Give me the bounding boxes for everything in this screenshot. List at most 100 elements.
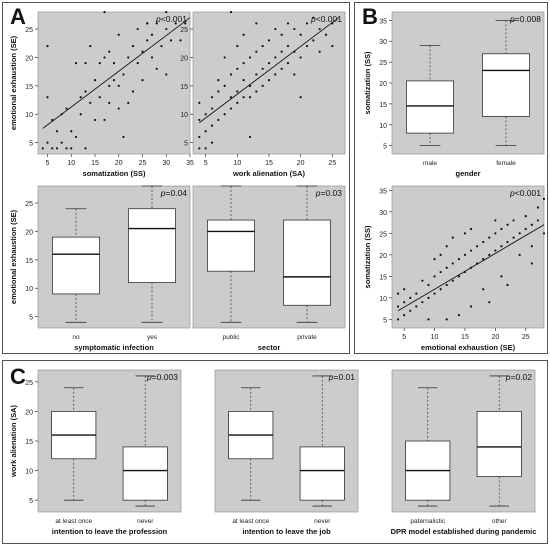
chart-6-y-tick-label: 20 bbox=[379, 253, 387, 260]
chart-2-point bbox=[318, 50, 321, 53]
chart-6-point bbox=[506, 223, 509, 226]
chart-6-y-tick-label: 25 bbox=[379, 231, 387, 238]
chart-2-point bbox=[299, 96, 302, 99]
chart-1-y-tick-label: 20 bbox=[25, 55, 33, 62]
chart-2-point bbox=[236, 67, 239, 70]
chart-7-box bbox=[122, 446, 168, 501]
chart-6-trend-line bbox=[397, 224, 545, 312]
chart-2-point bbox=[274, 56, 277, 59]
chart-2-point bbox=[198, 101, 201, 104]
chart-2-point bbox=[223, 84, 226, 87]
chart-5-y-tick-label: 30 bbox=[379, 39, 387, 46]
chart-7-y-tick-label: 25 bbox=[25, 380, 33, 387]
chart-7-y-tick-label: 10 bbox=[25, 469, 33, 476]
chart-7-category-label: never bbox=[137, 518, 154, 525]
chart-2-point bbox=[305, 22, 309, 25]
chart-2-point bbox=[267, 79, 271, 82]
chart-2-x-tick-label: 10 bbox=[233, 160, 241, 167]
chart-6-point bbox=[439, 253, 442, 256]
chart-2-point bbox=[312, 39, 315, 42]
chart-1-point bbox=[84, 62, 87, 65]
chart-6-plot-area bbox=[391, 185, 545, 329]
chart-8-category-label: never bbox=[314, 518, 331, 525]
chart-6-point bbox=[439, 288, 442, 291]
chart-1-point bbox=[127, 101, 130, 104]
chart-7-y-tick-label: 5 bbox=[29, 498, 33, 505]
chart-6-point bbox=[445, 318, 448, 321]
chart-1-point bbox=[103, 10, 106, 14]
chart-6-y-tick-label: 5 bbox=[383, 317, 387, 324]
chart-6-point bbox=[445, 245, 448, 248]
chart-5-x-axis-label: gender bbox=[455, 169, 480, 178]
chart-1-point bbox=[98, 62, 101, 65]
chart-1-point bbox=[150, 33, 154, 36]
chart-1-point bbox=[70, 147, 73, 150]
chart-6-point bbox=[542, 197, 546, 201]
chart-6-point bbox=[494, 219, 497, 222]
chart-5-y-tick-label: 10 bbox=[379, 123, 387, 130]
chart-1-point bbox=[108, 101, 111, 104]
chart-5-box bbox=[406, 80, 454, 134]
chart-6-point bbox=[530, 262, 533, 265]
chart-2-point bbox=[229, 73, 233, 76]
chart-6-point bbox=[500, 275, 503, 278]
chart-7-y-tick-label: 15 bbox=[25, 439, 33, 446]
chart-2-point bbox=[210, 107, 214, 110]
chart-6-point bbox=[403, 301, 406, 304]
chart-9-box bbox=[476, 411, 522, 477]
chart-6-point bbox=[512, 236, 515, 239]
chart-1-point bbox=[112, 79, 116, 82]
chart-6-point bbox=[530, 245, 533, 248]
chart-6-point bbox=[409, 296, 412, 299]
chart-2-point bbox=[210, 141, 214, 144]
chart-1-x-tick-label: 5 bbox=[46, 160, 50, 167]
chart-6-x-axis-label: emotional exhaustion (SE) bbox=[421, 343, 516, 352]
chart-6-point bbox=[506, 283, 509, 287]
chart-2-point bbox=[267, 62, 271, 65]
chart-1-point bbox=[60, 141, 63, 144]
chart-8-p-value: p=0.01 bbox=[328, 372, 356, 382]
chart-6-point bbox=[451, 236, 454, 239]
chart-2-point bbox=[204, 130, 207, 133]
chart-6-point bbox=[396, 305, 400, 308]
chart-2-y-tick-label: 20 bbox=[180, 55, 188, 62]
chart-6-point bbox=[403, 288, 406, 291]
chart-2-point bbox=[242, 62, 245, 65]
chart-2-p-value: p<0.001 bbox=[310, 14, 342, 24]
chart-1-point bbox=[155, 22, 158, 25]
chart-6-point bbox=[439, 270, 442, 274]
chart-3-x-axis-label: symptomatic infection bbox=[74, 343, 154, 352]
chart-1-point bbox=[155, 67, 158, 70]
chart-2-point bbox=[198, 135, 201, 139]
chart-1-y-axis-label: emotional exhaustion (SE) bbox=[9, 35, 18, 130]
chart-6-point bbox=[427, 296, 430, 299]
chart-1-x-axis-label: somatization (SS) bbox=[83, 169, 146, 178]
chart-6-x-tick-label: 25 bbox=[522, 334, 530, 341]
chart-6-point bbox=[488, 236, 491, 239]
chart-9-x-axis-label: DPR model established during pandemic bbox=[391, 527, 537, 536]
chart-3-y-axis-label: emotional exhaustion (SE) bbox=[9, 209, 18, 304]
chart-6-point bbox=[457, 275, 460, 278]
chart-1-y-tick-label: 25 bbox=[25, 27, 33, 34]
chart-3-box bbox=[128, 208, 176, 283]
chart-8-x-axis-label: intention to leave the job bbox=[242, 527, 331, 536]
panel-label-a: A bbox=[10, 4, 26, 29]
chart-2-point bbox=[286, 44, 290, 48]
chart-2-point bbox=[286, 22, 290, 25]
chart-2-y-tick-label: 25 bbox=[180, 27, 188, 34]
chart-1-point bbox=[89, 101, 92, 104]
chart-4-x-axis-label: sector bbox=[258, 343, 281, 352]
chart-6-x-tick-label: 20 bbox=[491, 334, 499, 341]
chart-6-point bbox=[518, 253, 521, 256]
chart-2-point bbox=[255, 22, 258, 25]
chart-4-box bbox=[207, 219, 255, 272]
chart-6-point bbox=[488, 253, 491, 256]
chart-1-point bbox=[131, 44, 135, 48]
chart-2-point bbox=[217, 90, 220, 93]
chart-6-point bbox=[518, 232, 521, 235]
chart-1-point bbox=[184, 22, 187, 25]
chart-6-point bbox=[421, 301, 424, 304]
chart-2-point bbox=[305, 44, 309, 48]
chart-9-category-label: paternalistic bbox=[410, 518, 445, 525]
